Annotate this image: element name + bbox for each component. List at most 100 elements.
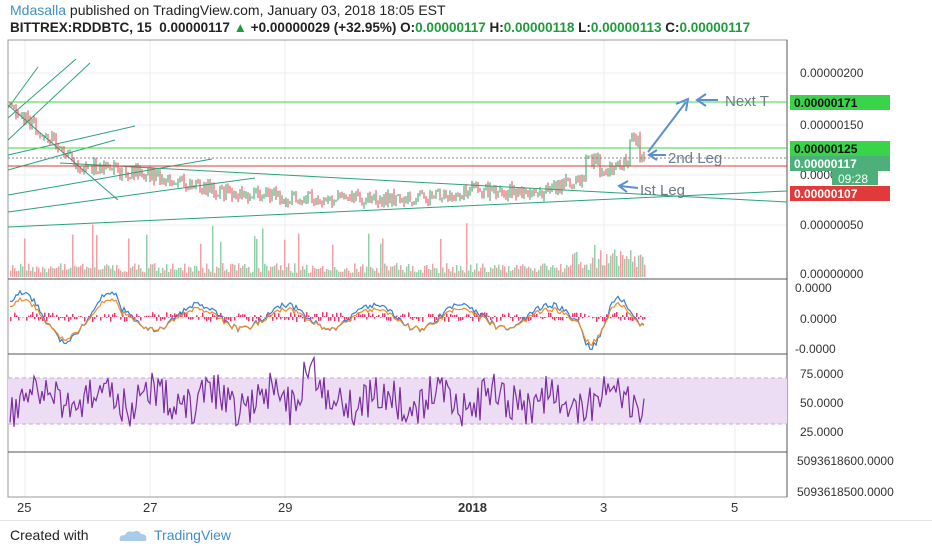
volume-bar [172,264,174,277]
macd-histogram-bar [366,317,368,319]
volume-bar [530,268,532,277]
volume-bar [200,244,202,277]
macd-histogram-bar [124,317,126,322]
macd-histogram-bar [298,315,300,317]
volume-bar [400,265,402,277]
volume-bar [568,267,570,277]
macd-histogram-bar [60,317,62,318]
macd-histogram-bar [116,316,118,317]
macd-histogram-bar [418,317,420,321]
volume-bar [110,268,112,277]
volume-bar [112,265,114,277]
volume-bar [366,267,368,277]
macd-histogram-bar [416,317,418,319]
volume-bar [376,268,378,277]
volume-bar [434,268,436,277]
macd-histogram-bar [56,315,58,317]
volume-bar [178,268,180,277]
extra-axis[interactable]: 5093618600.0000 5093618500.0000 [797,454,894,499]
macd-histogram-bar [642,317,644,320]
volume-bar [574,253,576,277]
macd-histogram-bar [330,317,332,321]
macd-histogram-bar [384,313,386,317]
tradingview-logo[interactable]: TradingView [118,527,231,543]
macd-histogram-bar [296,317,298,322]
volume-bar [442,268,444,277]
volume-bar [38,268,40,277]
rsi-axis[interactable]: 75.0000 50.0000 25.0000 [800,367,844,439]
macd-histogram-bar [618,317,620,319]
volume-bar [100,269,102,277]
volume-bar [572,254,574,277]
macd-histogram-bar [230,317,232,321]
volume-bar [136,270,138,277]
macd-histogram-bar [530,317,532,320]
rsi-tick-label: 25.0000 [800,425,844,439]
volume-bar [196,266,198,277]
volume-bar [20,264,22,277]
macd-axis[interactable]: 0.0000 0.0000 -0.0000 [795,281,837,356]
macd-histogram-bar [324,316,326,317]
volume-bar [186,273,188,277]
macd-histogram-bar [16,315,18,317]
time-tick-label: 2018 [458,500,487,515]
volume-bar [496,268,498,277]
macd-histogram-bar [240,315,242,317]
volume-bar [286,267,288,277]
volume-bar [544,263,546,277]
chart-canvas[interactable]: Next T 2nd Leg Ist Leg 0.00000200 0.0000… [0,0,932,520]
volume-bar [484,267,486,277]
macd-histogram-bar [114,313,116,317]
macd-histogram-bar [452,315,454,317]
volume-bar [142,272,144,277]
trend-lines[interactable] [8,59,787,227]
macd-histogram-bar [550,313,552,317]
volume-bar [324,272,326,277]
macd-histogram-bar [210,317,212,322]
volume-bar [328,270,330,277]
volume-bar [474,270,476,277]
macd-histogram-bar [450,314,452,317]
volume-bar [70,268,72,277]
candles[interactable] [10,102,644,209]
volume-bar [238,263,240,277]
annotation-arrows[interactable] [619,94,718,192]
volume-bar [68,269,70,277]
time-axis[interactable]: 25 27 29 2018 3 5 [17,500,738,515]
volume-bar [470,265,472,277]
volume-bar [452,267,454,277]
volume-bar [610,256,612,277]
macd-histogram-bar [574,313,576,317]
macd-histogram-bar [272,317,274,321]
macd-histogram-bar [286,317,288,319]
volume-bar [354,263,356,277]
macd-histogram-bar [284,317,286,320]
volume-bar [150,264,152,277]
macd-histogram-bar [548,312,550,317]
macd-histogram-bar [226,317,228,319]
volume-bar [130,268,132,277]
volume-bar [276,263,278,277]
volume-bar [476,263,478,277]
macd-histogram-bar [602,317,604,321]
macd-histogram-bar [136,314,138,317]
volume-bar [184,264,186,277]
volume-bar [228,272,230,277]
volume-bar [388,270,390,277]
macd-histogram-bar [378,315,380,317]
macd-histogram-bar [138,316,140,317]
volume-bar [488,272,490,277]
macd-histogram-bar [458,317,460,321]
volume-bar [210,272,212,277]
volume-bar [134,264,136,277]
macd-histogram-bar [364,314,366,317]
macd-histogram-bar [28,316,30,317]
macd-histogram-bar [358,313,360,317]
level-tag-171-text: 0.00000171 [794,96,858,110]
macd-histogram-bar [106,317,108,318]
macd-histogram-bar [338,317,340,322]
volume-bar [520,266,522,277]
volume-bar [12,265,14,277]
rsi-tick-label: 50.0000 [800,396,844,410]
volume-bar [96,235,98,277]
